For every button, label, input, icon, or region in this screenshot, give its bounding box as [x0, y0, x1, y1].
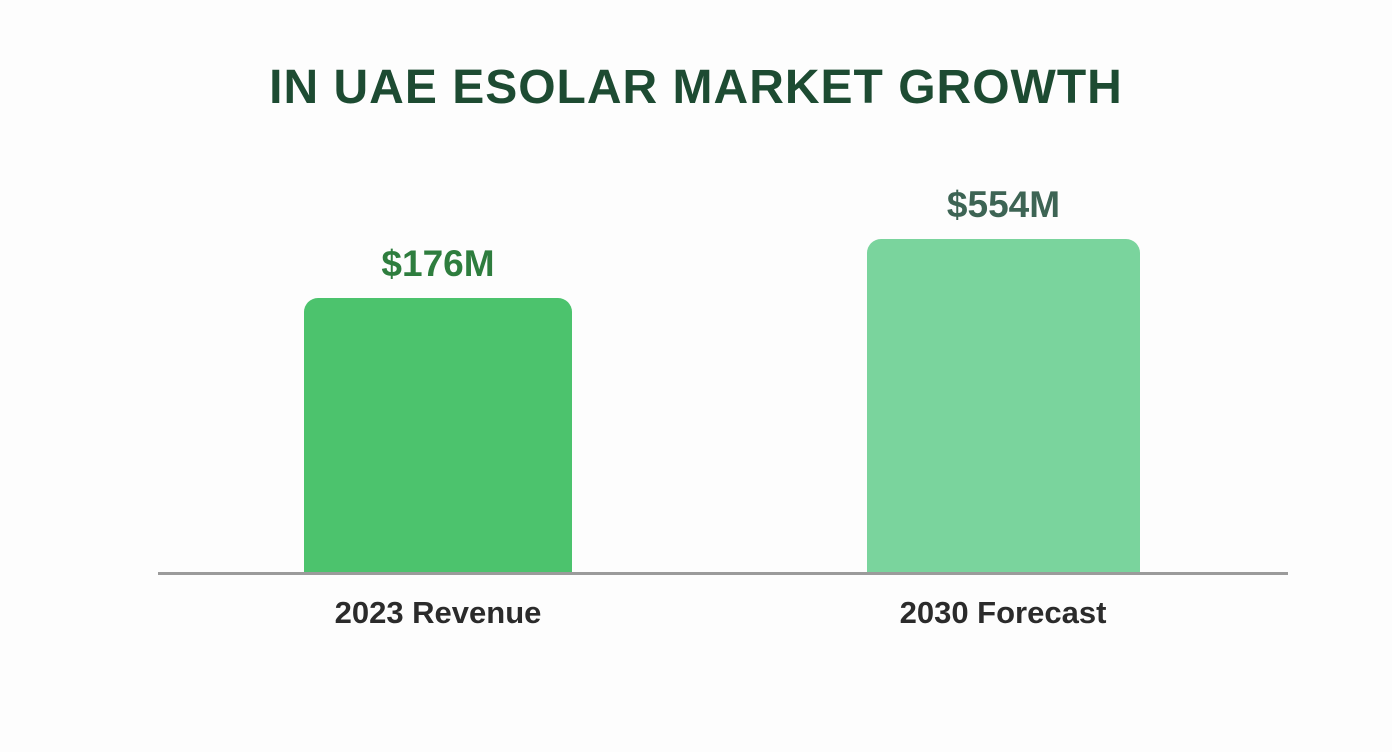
category-label-2030-forecast: 2030 Forecast: [899, 595, 1107, 630]
category-label-2023-revenue: 2023 Revenue: [334, 595, 542, 630]
bar-2030-forecast: [867, 239, 1140, 574]
bar-value-label-2030: $554M: [946, 184, 1061, 225]
bar-value-label-2023: $176M: [381, 243, 495, 284]
x-axis-line: [158, 572, 1288, 575]
chart-title: IN UAE ESOLAR MARKET GROWTH: [269, 61, 1123, 114]
bar-2023-revenue: [304, 298, 572, 574]
